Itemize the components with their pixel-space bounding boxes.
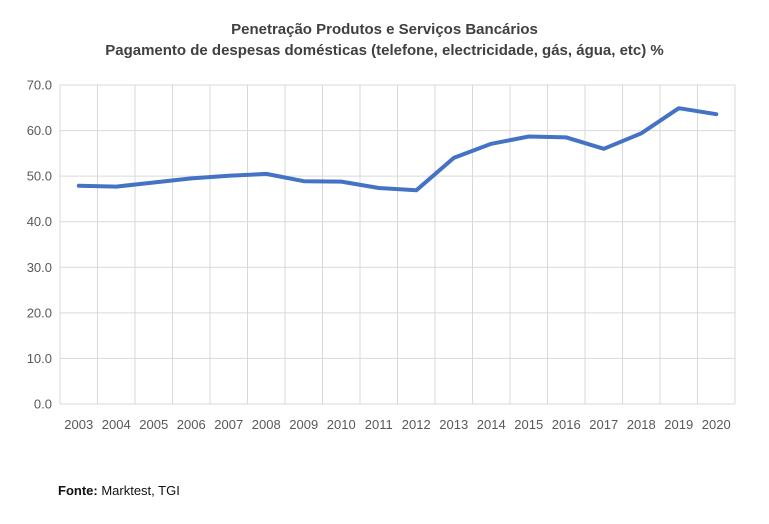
x-axis-tick-label: 2016 (552, 417, 581, 432)
x-axis-tick-label: 2008 (252, 417, 281, 432)
x-axis-tick-label: 2019 (664, 417, 693, 432)
x-axis-tick-label: 2004 (102, 417, 131, 432)
x-axis-tick-label: 2009 (289, 417, 318, 432)
data-series-line (76, 106, 719, 193)
chart-title-line2: Pagamento de despesas domésticas (telefo… (105, 42, 664, 59)
y-axis-tick-label: 40.0 (27, 214, 52, 229)
y-axis-tick-label: 0.0 (34, 397, 52, 412)
x-axis-tick-label: 2013 (439, 417, 468, 432)
chart-title: Penetração Produtos e Serviços Bancários… (0, 19, 769, 61)
x-axis-tick-label: 2005 (139, 417, 168, 432)
x-axis-tick-label: 2007 (214, 417, 243, 432)
y-axis-tick-label: 20.0 (27, 305, 52, 320)
source-note-text: Marktest, TGI (97, 483, 180, 498)
x-axis-tick-label: 2010 (327, 417, 356, 432)
x-axis-tick-label: 2020 (702, 417, 731, 432)
y-axis-tick-label: 50.0 (27, 169, 52, 184)
x-axis-tick-label: 2015 (514, 417, 543, 432)
x-axis-tick-label: 2006 (177, 417, 206, 432)
source-note-label: Fonte: (58, 483, 98, 498)
x-axis-tick-label: 2017 (589, 417, 618, 432)
y-axis-tick-label: 10.0 (27, 351, 52, 366)
y-axis-tick-label: 70.0 (27, 78, 52, 93)
x-axis-tick-label: 2011 (365, 417, 393, 432)
source-note: Fonte: Marktest, TGI (58, 483, 180, 498)
x-axis-tick-label: 2012 (402, 417, 431, 432)
y-axis-tick-label: 30.0 (27, 260, 52, 275)
chart-title-line1: Penetração Produtos e Serviços Bancários (231, 21, 538, 38)
x-axis-tick-label: 2014 (477, 417, 506, 432)
x-axis-tick-label: 2003 (64, 417, 93, 432)
x-axis-tick-label: 2018 (627, 417, 656, 432)
y-axis-tick-label: 60.0 (27, 123, 52, 138)
